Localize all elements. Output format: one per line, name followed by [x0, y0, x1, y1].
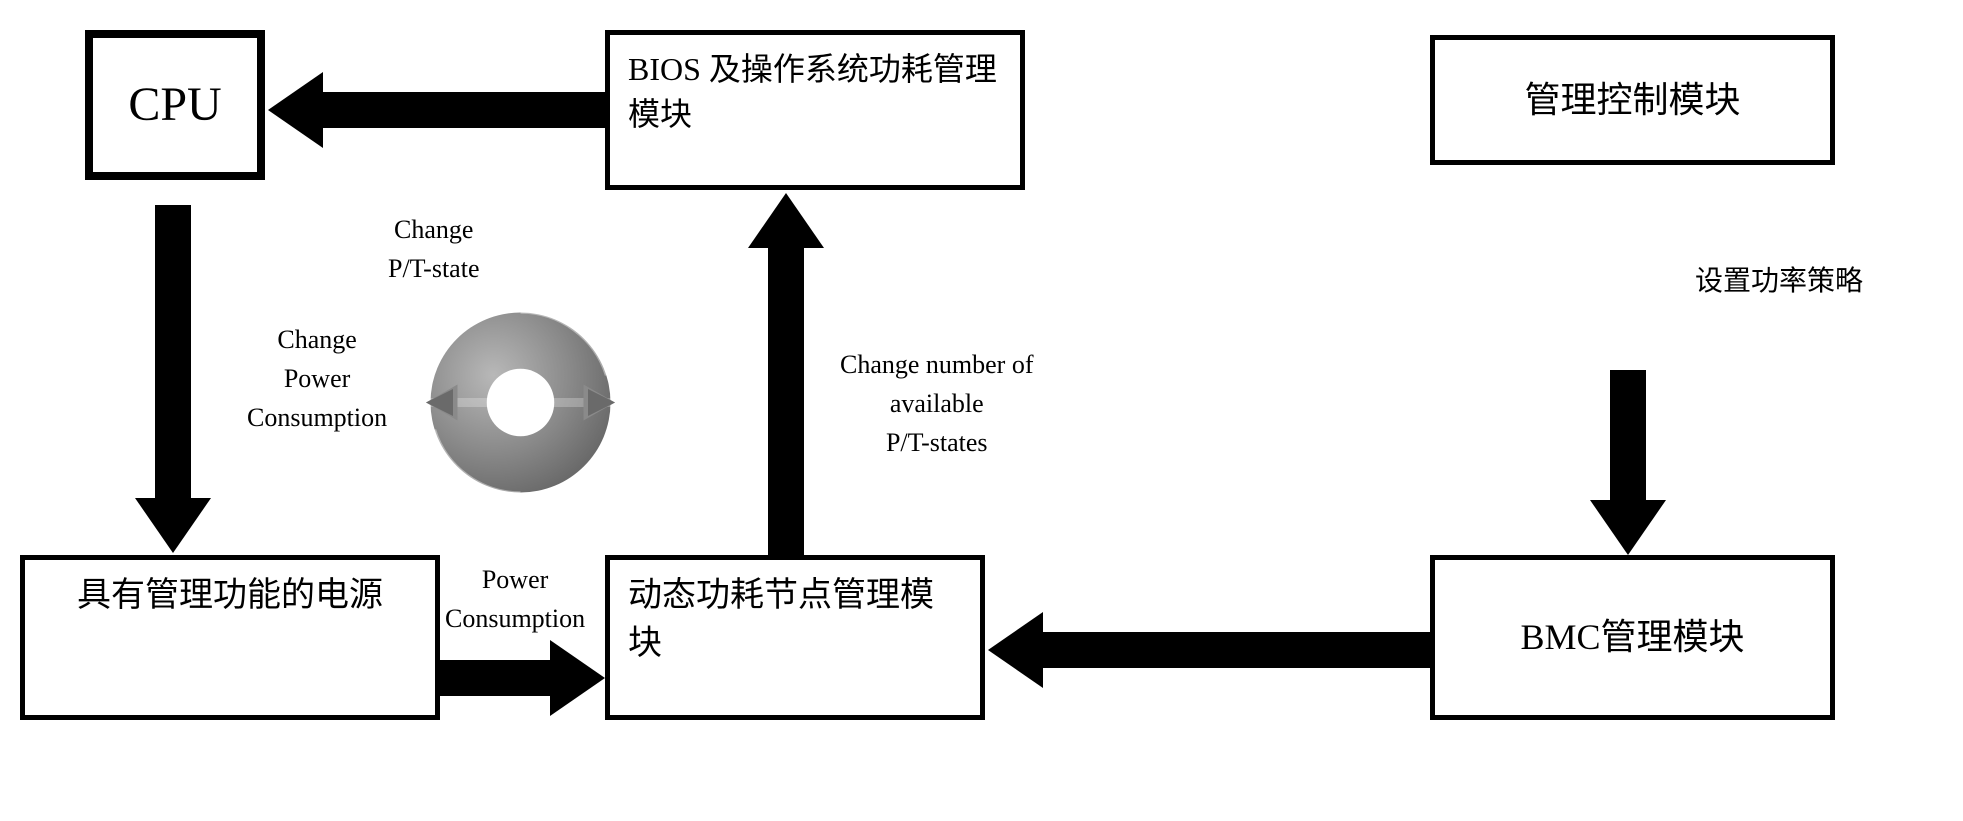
node-power-label: 具有管理功能的电源: [43, 572, 417, 620]
label-change-pt-state-text: ChangeP/T-state: [388, 215, 479, 283]
label-change-power-consumption: ChangePowerConsumption: [247, 320, 387, 437]
node-mgmt-label: 管理控制模块: [1524, 75, 1740, 125]
arrow-bmc-to-dyn: [1040, 632, 1430, 668]
arrow-bmc-to-dyn-head: [988, 612, 1043, 688]
label-set-power-policy: 设置功率策略: [1695, 255, 1865, 308]
node-bios-label: BIOS 及操作系统功耗管理模块: [628, 47, 1002, 137]
node-cpu: CPU: [85, 30, 265, 180]
label-power-cons-text: PowerConsumption: [445, 565, 585, 633]
arrow-dyn-to-bios: [768, 245, 804, 555]
label-change-power-text: ChangePowerConsumption: [247, 325, 387, 432]
arrow-power-to-dyn-head: [550, 640, 605, 716]
arrow-mgmt-to-bmc-head: [1590, 500, 1666, 555]
label-power-consumption: PowerConsumption: [445, 560, 585, 638]
arrow-cpu-to-power-head: [135, 498, 211, 553]
node-managed-power-source: 具有管理功能的电源: [20, 555, 440, 720]
label-change-pt-state: ChangeP/T-state: [388, 210, 479, 288]
node-bios-os-power-mgmt: BIOS 及操作系统功耗管理模块: [605, 30, 1025, 190]
arrow-mgmt-to-bmc: [1610, 370, 1646, 505]
node-cpu-label: CPU: [128, 71, 221, 138]
arrow-bios-to-cpu: [320, 92, 605, 128]
label-change-number-pt-states: Change number ofavailableP/T-states: [840, 345, 1034, 462]
cycle-icon: [408, 290, 633, 515]
arrow-bios-to-cpu-head: [268, 72, 323, 148]
node-bmc-mgmt: BMC管理模块: [1430, 555, 1835, 720]
arrow-power-to-dyn: [440, 660, 555, 696]
label-set-policy-text: 设置功率策略: [1695, 266, 1863, 297]
arrow-dyn-to-bios-head: [748, 193, 824, 248]
node-mgmt-control: 管理控制模块: [1430, 35, 1835, 165]
label-change-num-text: Change number ofavailableP/T-states: [840, 350, 1034, 457]
node-dyn-label: 动态功耗节点管理模块: [628, 572, 962, 667]
arrow-cpu-to-power: [155, 205, 191, 500]
node-dynamic-power-node-mgmt: 动态功耗节点管理模块: [605, 555, 985, 720]
node-bmc-label: BMC管理模块: [1520, 612, 1744, 662]
